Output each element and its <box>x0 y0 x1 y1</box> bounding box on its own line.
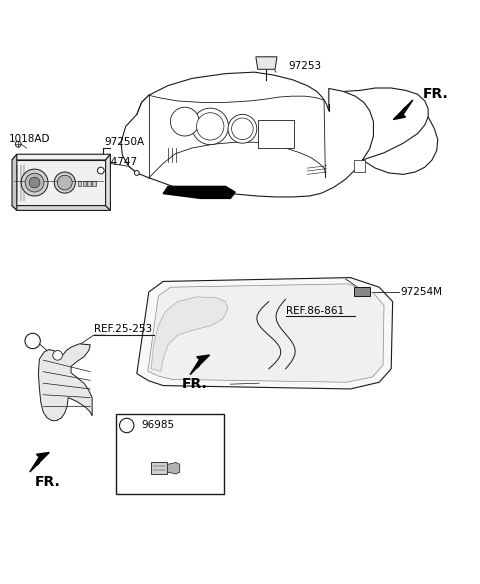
Polygon shape <box>163 186 235 199</box>
Text: a: a <box>30 336 36 346</box>
Text: REF.86-861: REF.86-861 <box>286 306 344 316</box>
Circle shape <box>228 114 257 143</box>
Bar <box>116 415 224 493</box>
Circle shape <box>120 418 134 433</box>
Circle shape <box>192 108 228 145</box>
Circle shape <box>15 141 21 147</box>
Text: FR.: FR. <box>35 475 60 489</box>
Text: 84747: 84747 <box>105 158 138 168</box>
Polygon shape <box>38 344 92 420</box>
Circle shape <box>21 169 48 196</box>
Circle shape <box>231 118 253 140</box>
Polygon shape <box>148 284 384 383</box>
Text: 97254M: 97254M <box>401 287 443 297</box>
Text: 96985: 96985 <box>141 420 174 430</box>
Polygon shape <box>106 154 110 210</box>
Bar <box>258 120 294 148</box>
Circle shape <box>54 172 75 193</box>
Polygon shape <box>393 100 413 120</box>
Bar <box>354 160 365 172</box>
Polygon shape <box>168 463 180 474</box>
Polygon shape <box>190 355 210 374</box>
Bar <box>83 180 86 186</box>
Circle shape <box>58 175 72 190</box>
Text: FR.: FR. <box>422 87 448 101</box>
Text: 97253: 97253 <box>288 61 321 71</box>
Polygon shape <box>12 154 110 160</box>
Circle shape <box>197 113 224 140</box>
Polygon shape <box>151 463 168 474</box>
Circle shape <box>97 167 104 174</box>
Polygon shape <box>12 206 110 210</box>
FancyBboxPatch shape <box>354 287 370 296</box>
Text: 1018AD: 1018AD <box>9 134 50 144</box>
Circle shape <box>25 333 40 349</box>
Polygon shape <box>12 154 17 210</box>
Text: a: a <box>124 421 130 430</box>
Bar <box>92 180 96 186</box>
Circle shape <box>29 177 40 188</box>
Bar <box>12 160 106 206</box>
Bar <box>78 180 81 186</box>
Text: a: a <box>56 352 60 359</box>
Polygon shape <box>30 453 49 472</box>
Text: REF.25-253: REF.25-253 <box>94 324 152 334</box>
Circle shape <box>53 350 62 360</box>
Bar <box>87 180 91 186</box>
Polygon shape <box>256 57 277 69</box>
Polygon shape <box>151 297 228 371</box>
Text: 97250A: 97250A <box>105 137 145 147</box>
Polygon shape <box>137 277 393 389</box>
Circle shape <box>170 107 199 136</box>
Text: FR.: FR. <box>181 377 207 391</box>
Circle shape <box>134 171 139 175</box>
Circle shape <box>25 173 44 192</box>
